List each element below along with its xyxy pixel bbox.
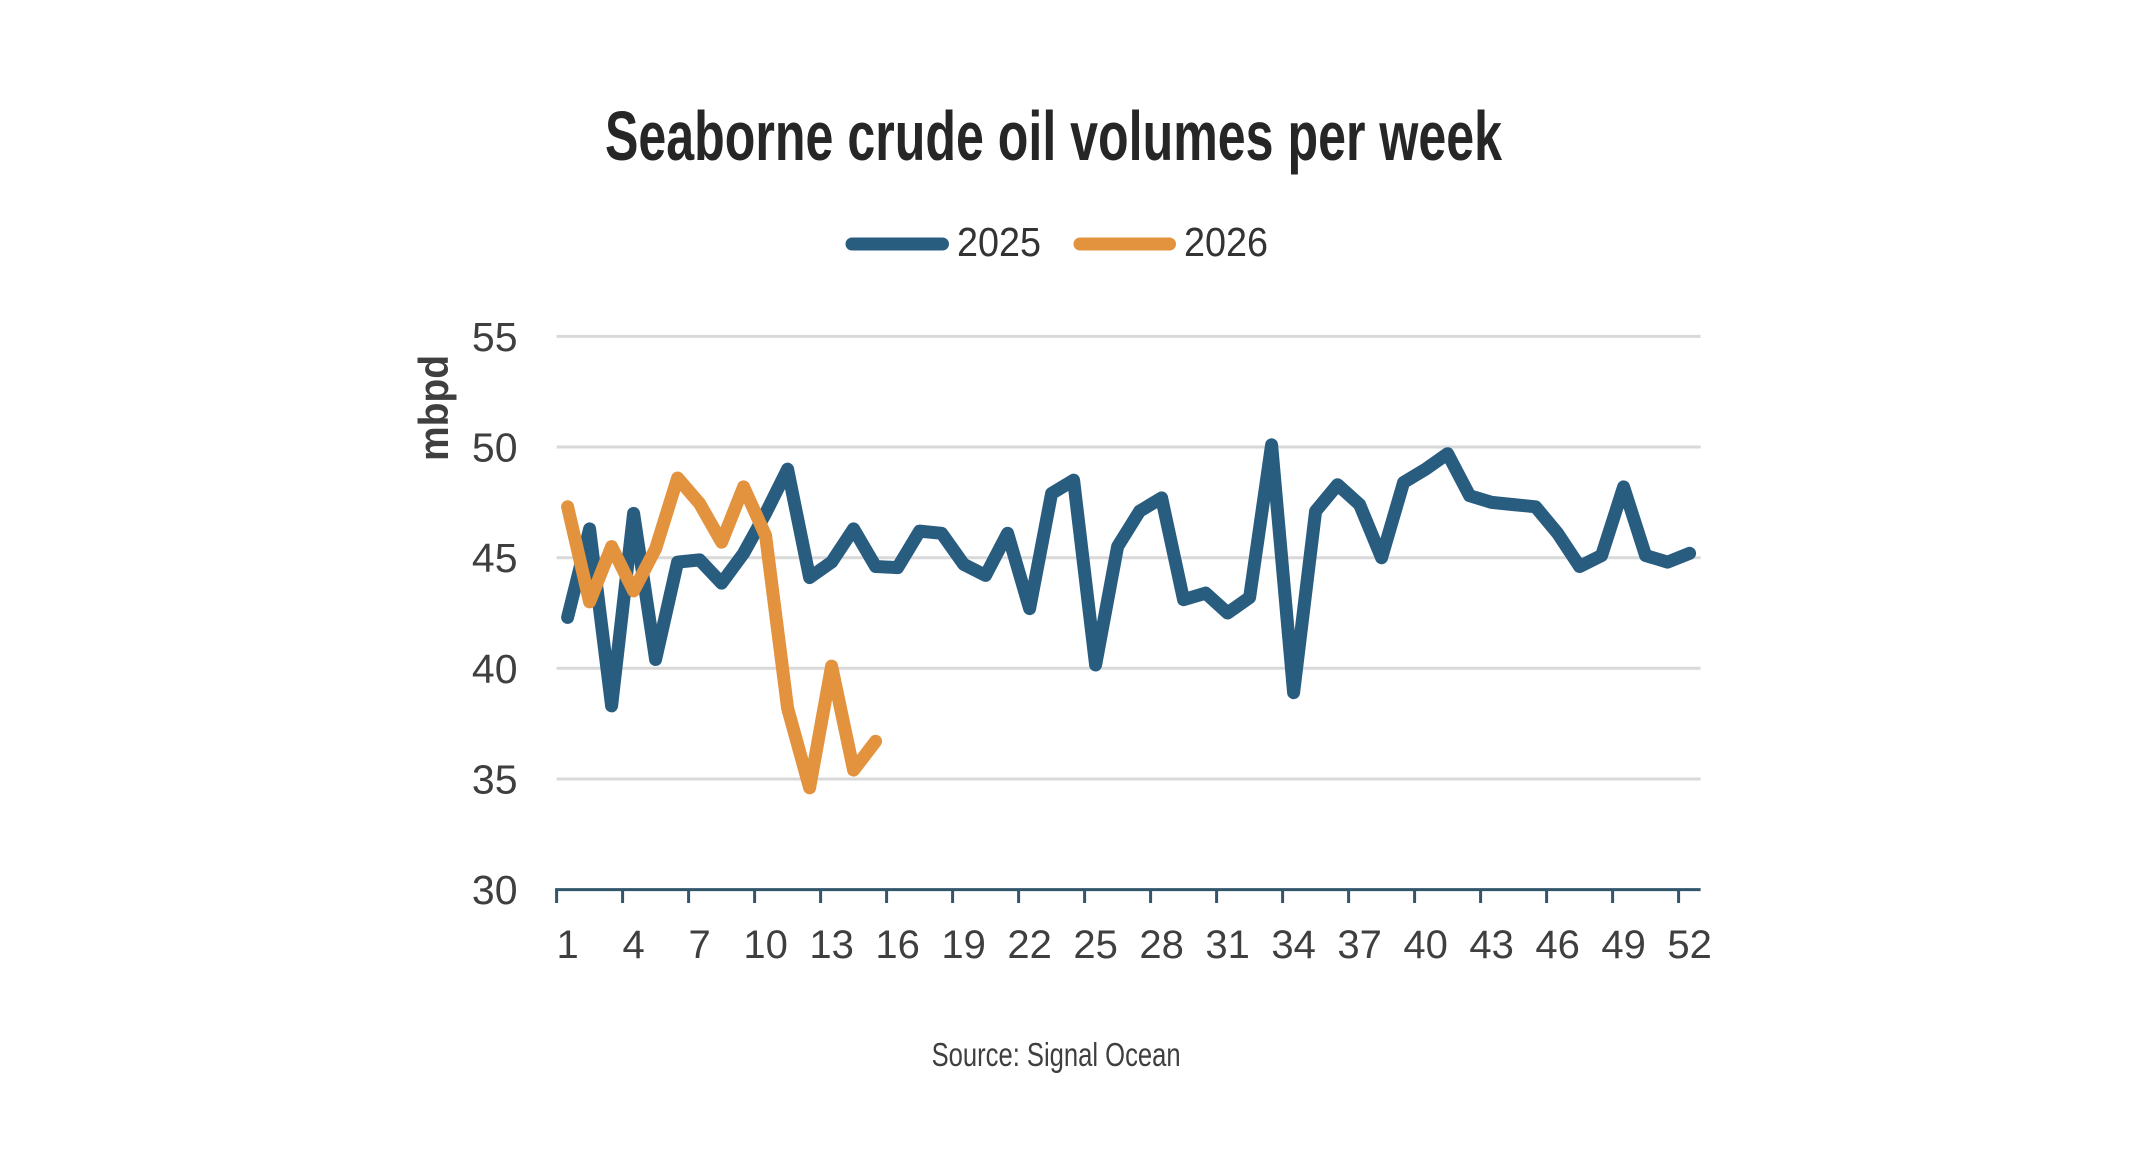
svg-text:7: 7 [688, 923, 710, 967]
svg-text:2026: 2026 [1184, 219, 1268, 265]
svg-text:10: 10 [743, 923, 788, 967]
svg-text:34: 34 [1271, 923, 1316, 967]
svg-text:16: 16 [875, 923, 920, 967]
svg-text:31: 31 [1205, 923, 1250, 967]
svg-text:49: 49 [1601, 923, 1646, 967]
svg-text:46: 46 [1535, 923, 1580, 967]
svg-text:35: 35 [472, 757, 518, 803]
svg-text:43: 43 [1469, 923, 1514, 967]
svg-text:2025: 2025 [957, 219, 1041, 265]
svg-text:13: 13 [809, 923, 854, 967]
svg-text:22: 22 [1007, 923, 1052, 967]
svg-text:1: 1 [556, 923, 578, 967]
svg-text:30: 30 [472, 867, 518, 913]
svg-text:25: 25 [1073, 923, 1118, 967]
svg-text:45: 45 [472, 535, 518, 581]
svg-text:28: 28 [1139, 923, 1184, 967]
svg-text:52: 52 [1667, 923, 1712, 967]
svg-text:Source: Signal Ocean: Source: Signal Ocean [932, 1036, 1181, 1073]
svg-text:40: 40 [472, 646, 518, 692]
svg-text:50: 50 [472, 425, 518, 471]
svg-text:19: 19 [941, 923, 986, 967]
svg-text:Seaborne crude oil volumes per: Seaborne crude oil volumes per week [605, 97, 1502, 175]
svg-text:37: 37 [1337, 923, 1382, 967]
svg-text:55: 55 [472, 314, 518, 360]
svg-text:mbpd: mbpd [410, 355, 457, 461]
svg-text:40: 40 [1403, 923, 1448, 967]
svg-text:4: 4 [622, 923, 644, 967]
